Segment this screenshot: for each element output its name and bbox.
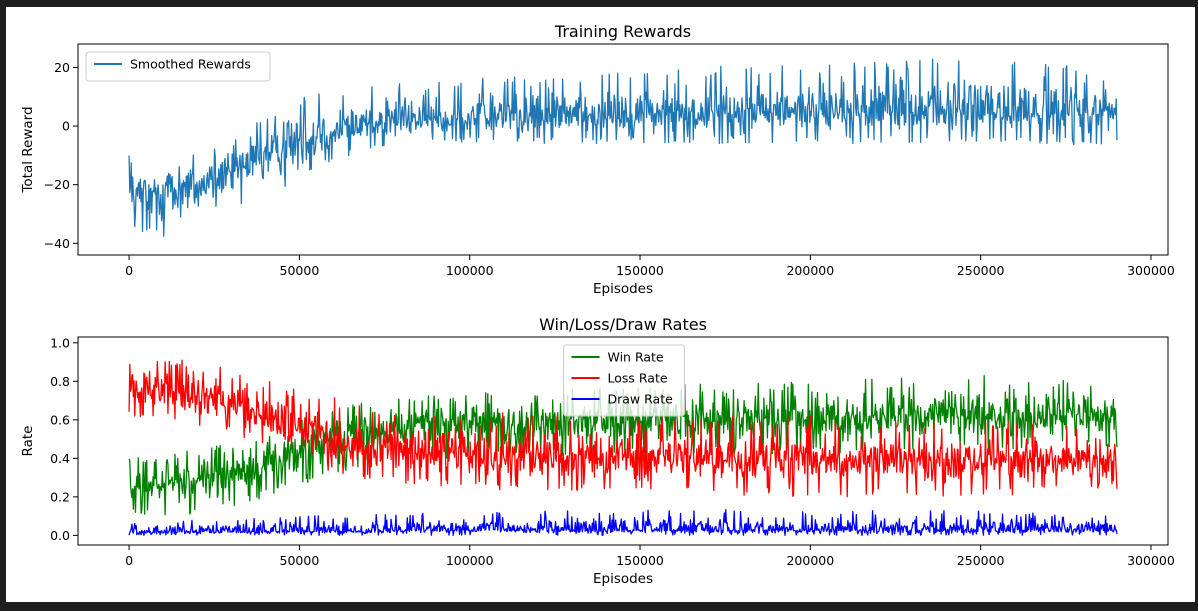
rates-y-tick-label: 1.0 bbox=[50, 335, 70, 350]
rates-x-tick-label: 300000 bbox=[1127, 553, 1175, 568]
rewards-axes-frame bbox=[77, 43, 1169, 256]
rewards-y-tick-label: −20 bbox=[44, 177, 70, 192]
rewards-legend-label: Smoothed Rewards bbox=[130, 57, 251, 72]
rates-subplot: 0 50000 100000 150000 200000 250000 300000 0.0 0… bbox=[20, 315, 1175, 587]
rates-legend-label: Draw Rate bbox=[608, 392, 674, 407]
rewards-series-smoothed-rewards-line bbox=[128, 58, 1118, 237]
rewards-legend: Smoothed Rewards bbox=[85, 51, 271, 82]
rates-x-tick-label: 50000 bbox=[280, 553, 320, 568]
rates-series-loss-rate-line bbox=[128, 359, 1118, 498]
rewards-x-tick-label: 50000 bbox=[280, 263, 320, 278]
rates-y-tick-label: 0.8 bbox=[50, 374, 70, 389]
rewards-y-axis-label: Total Reward bbox=[20, 106, 36, 193]
rates-y-tick-label: 0.4 bbox=[50, 451, 70, 466]
rewards-x-tick-label: 150000 bbox=[616, 263, 664, 278]
rewards-title: Training Rewards bbox=[554, 22, 691, 41]
rewards-y-tick-label: 20 bbox=[54, 60, 70, 75]
rates-title: Win/Loss/Draw Rates bbox=[539, 315, 707, 334]
rates-legend-label: Loss Rate bbox=[608, 371, 668, 386]
rewards-x-tick-label: 200000 bbox=[786, 263, 834, 278]
rates-axes-frame bbox=[77, 336, 1169, 546]
rates-x-tick-label: 250000 bbox=[957, 553, 1005, 568]
rewards-x-tick-label: 100000 bbox=[446, 263, 494, 278]
rewards-legend-box bbox=[85, 51, 271, 82]
rewards-x-tick-label: 300000 bbox=[1127, 263, 1175, 278]
rewards-subplot: 0 50000 100000 150000 200000 250000 300000 −40 −… bbox=[20, 22, 1175, 297]
rates-y-tick-label: 0.2 bbox=[50, 489, 70, 504]
rates-x-tick-label: 150000 bbox=[616, 553, 664, 568]
rewards-y-tick-label: −40 bbox=[44, 236, 70, 251]
rewards-x-tick-label: 250000 bbox=[957, 263, 1005, 278]
rewards-series-group bbox=[128, 58, 1118, 237]
rates-x-axis-label: Episodes bbox=[593, 571, 653, 587]
rates-x-tick-label: 100000 bbox=[446, 553, 494, 568]
rates-legend-label: Win Rate bbox=[608, 350, 664, 365]
rewards-y-tick-label: 0 bbox=[62, 119, 70, 134]
rates-x-tick-label: 0 bbox=[125, 553, 133, 568]
rates-y-axis-label: Rate bbox=[20, 426, 36, 457]
rates-legend: Win Rate Loss Rate Draw Rate bbox=[563, 344, 685, 417]
rewards-x-tick-label: 0 bbox=[125, 263, 133, 278]
rewards-x-axis-label: Episodes bbox=[593, 281, 653, 297]
rates-y-tick-label: 0.0 bbox=[50, 528, 70, 543]
rates-x-tick-label: 200000 bbox=[786, 553, 834, 568]
rates-series-draw-rate-line bbox=[128, 508, 1118, 536]
rates-y-tick-label: 0.6 bbox=[50, 412, 70, 427]
figure-canvas: 0 50000 100000 150000 200000 250000 300000 −40 −… bbox=[20, 22, 1175, 587]
figure: 0 50000 100000 150000 200000 250000 300000 −40 −… bbox=[6, 7, 1195, 602]
